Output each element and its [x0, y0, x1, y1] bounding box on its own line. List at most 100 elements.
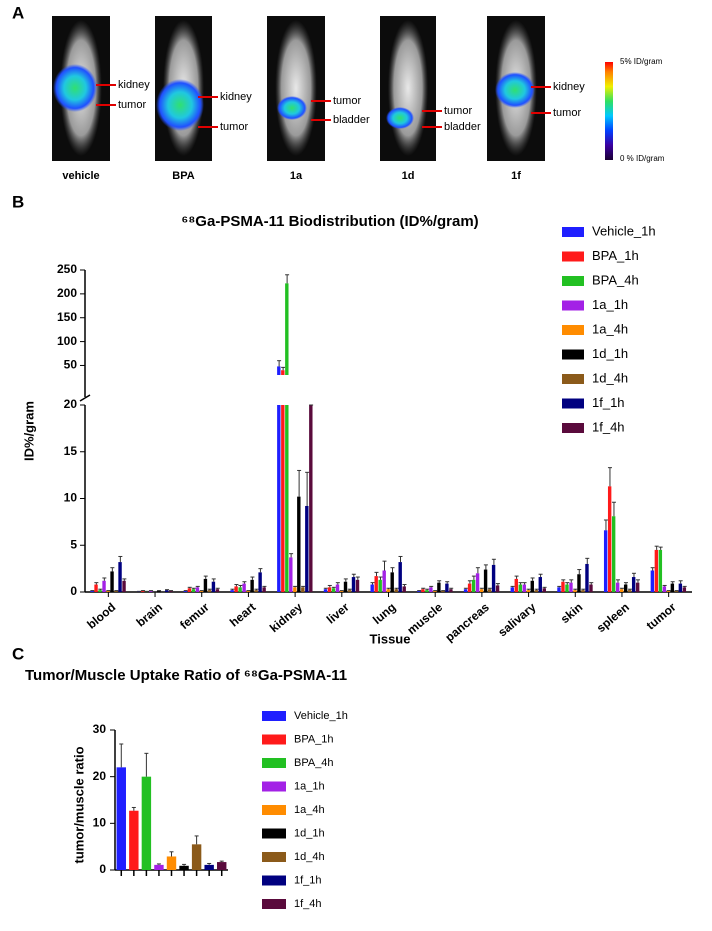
mouse-body — [387, 20, 429, 156]
x-tick-label: skin — [558, 600, 585, 626]
bar — [674, 591, 679, 592]
error-bar — [386, 587, 391, 590]
error-bar — [619, 587, 624, 590]
legend-label: BPA_1h — [592, 248, 639, 263]
bar — [250, 579, 254, 592]
x-tick-label: lung — [370, 600, 398, 627]
legend-label: BPA_4h — [592, 272, 639, 287]
error-bar — [557, 585, 562, 588]
y-tick-label: 50 — [64, 358, 78, 372]
bar — [110, 571, 114, 592]
uptake-signal — [386, 107, 414, 129]
bar — [183, 591, 188, 592]
bar — [106, 591, 110, 592]
uptake-signal — [495, 72, 535, 108]
mouse-body — [275, 20, 317, 156]
bar — [526, 590, 530, 592]
legend-label: Vehicle_1h — [592, 223, 656, 238]
bar — [479, 589, 484, 592]
bar — [169, 591, 173, 592]
legend-label: 1d_4h — [592, 370, 628, 385]
error-bar — [491, 558, 496, 565]
uptake-signal — [277, 96, 307, 120]
error-bar — [585, 557, 590, 564]
x-tick-label: femur — [177, 600, 212, 632]
error-bar — [305, 471, 310, 506]
annotation: tumor — [553, 107, 581, 119]
error-bar — [323, 587, 328, 590]
bar — [623, 584, 628, 592]
bar — [607, 486, 612, 592]
error-bar — [589, 582, 594, 585]
bar — [238, 587, 242, 592]
annotation: bladder — [444, 121, 481, 133]
legend-swatch — [562, 300, 584, 311]
error-bar — [327, 584, 332, 588]
bar — [417, 591, 421, 592]
error-bar — [351, 573, 356, 578]
error-bar — [495, 583, 500, 586]
bar — [611, 516, 616, 592]
bar — [141, 776, 152, 870]
legend-swatch — [262, 711, 286, 721]
legend-swatch — [562, 227, 584, 237]
error-bar — [119, 743, 124, 768]
error-bar — [94, 582, 99, 585]
y-tick-label: 0 — [70, 584, 77, 598]
error-bar — [347, 588, 352, 591]
bar — [116, 767, 126, 870]
error-bar — [526, 588, 531, 591]
error-bar — [378, 576, 383, 580]
bar — [157, 591, 161, 592]
error-bar — [250, 576, 255, 580]
bar — [166, 856, 177, 870]
bar — [285, 405, 289, 592]
error-bar — [277, 360, 282, 367]
legend-label: BPA_4h — [294, 757, 334, 769]
error-bar — [662, 584, 667, 587]
error-bar — [542, 586, 547, 589]
legend-swatch — [262, 828, 286, 839]
x-axis-label: Tissue — [370, 631, 411, 646]
bar — [577, 574, 581, 592]
bar-upper — [281, 370, 285, 375]
legend-swatch — [562, 325, 584, 335]
bar — [129, 810, 139, 870]
error-bar — [421, 587, 426, 590]
error-bar — [518, 582, 523, 585]
bar — [557, 587, 561, 592]
y-tick-label: 30 — [93, 722, 107, 736]
bar — [635, 582, 640, 592]
bar — [305, 505, 309, 592]
legend-label: 1a_1h — [592, 297, 628, 312]
bar — [495, 585, 500, 592]
bar — [378, 579, 382, 592]
y-tick-label: 200 — [57, 286, 77, 300]
annotation: tumor — [333, 95, 361, 107]
bar — [370, 584, 374, 592]
error-bar — [211, 578, 216, 582]
error-bar — [144, 752, 149, 777]
error-bar — [577, 569, 582, 575]
bar — [154, 864, 164, 870]
error-bar — [262, 585, 267, 588]
error-bar — [301, 585, 306, 588]
legend-label: 1f_4h — [592, 419, 625, 434]
bar — [449, 589, 453, 592]
bar — [530, 580, 534, 592]
error-bar — [254, 588, 259, 591]
y-tick-label: 5 — [70, 537, 77, 551]
y-tick-label: 20 — [93, 769, 107, 783]
bar — [258, 572, 262, 592]
y-tick-label: 100 — [57, 334, 77, 348]
image-label: 1d — [402, 170, 415, 182]
image-label: 1f — [511, 170, 521, 182]
error-bar — [238, 584, 243, 588]
bar — [581, 590, 585, 592]
error-bar — [355, 576, 360, 580]
bar — [483, 569, 488, 592]
bar — [230, 590, 234, 592]
error-bar — [390, 567, 395, 573]
legend-swatch — [562, 349, 584, 360]
